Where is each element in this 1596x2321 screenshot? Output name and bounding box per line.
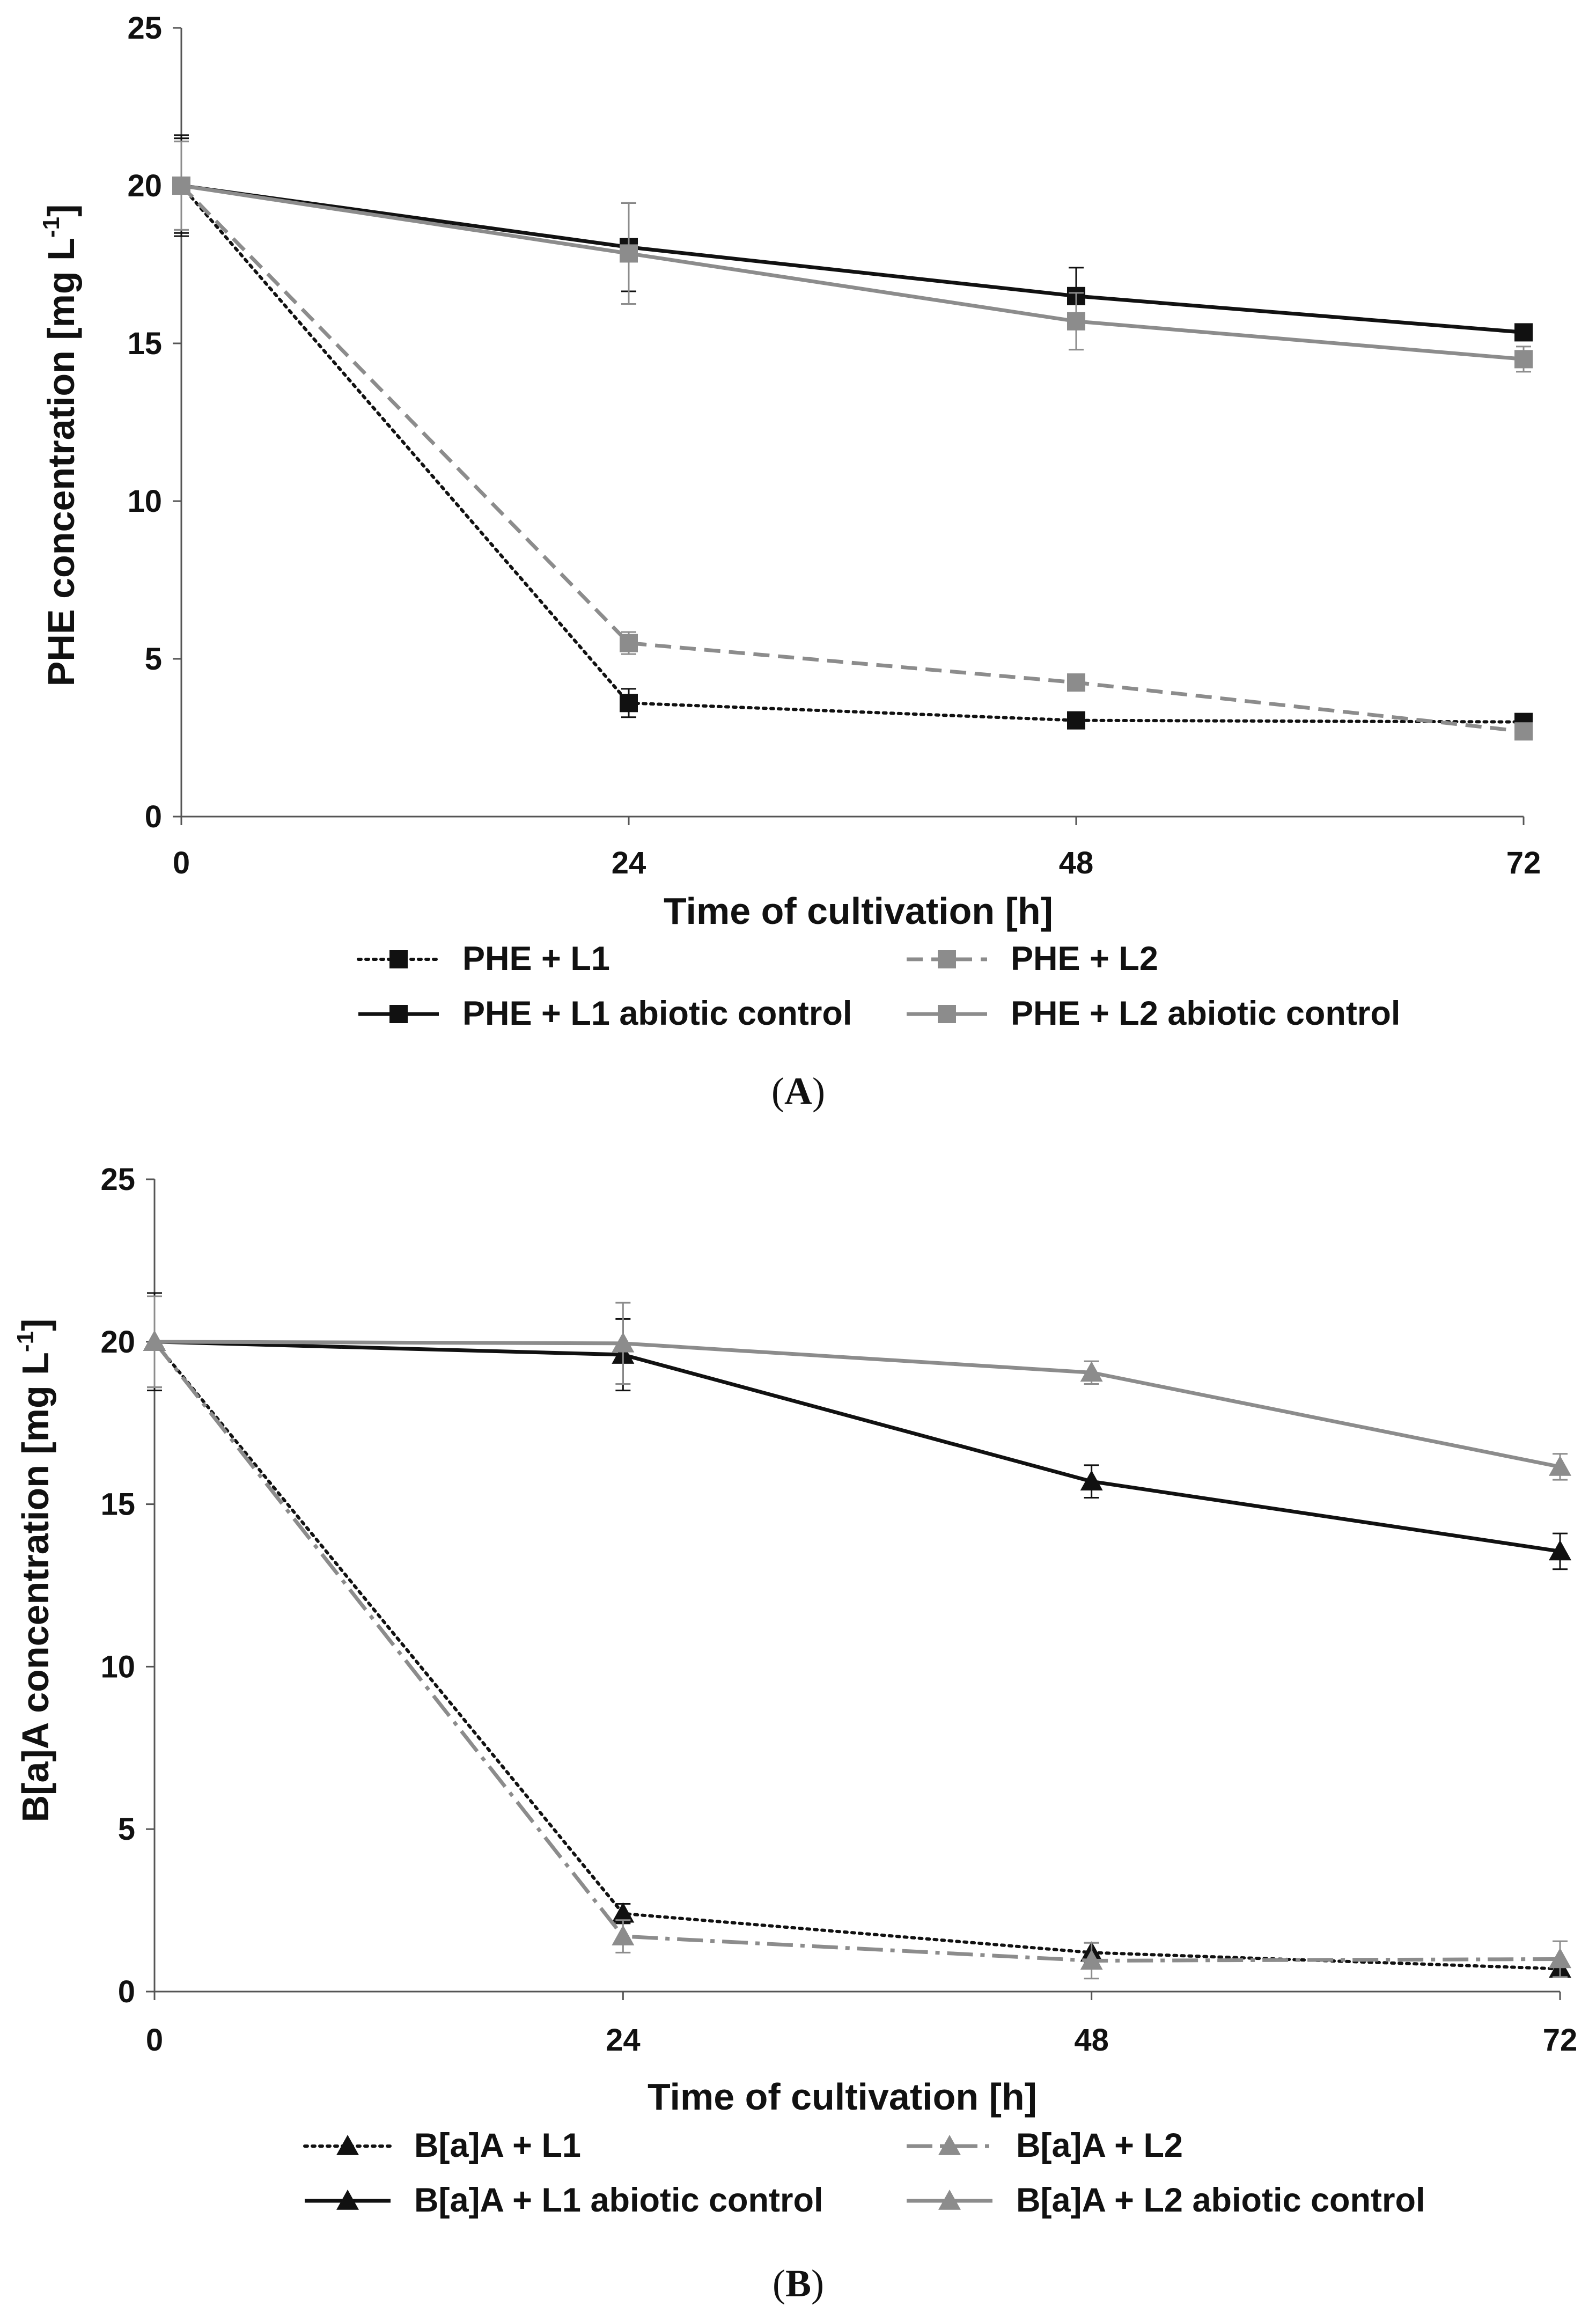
- chart-a-data-point: [1067, 673, 1085, 692]
- chart-a-legend-label: PHE + L1 abiotic control: [462, 995, 852, 1032]
- chart-b-series-4: [143, 1295, 1571, 1481]
- chart-b-data-point: [143, 1330, 166, 1351]
- chart-a-legend: PHE + L1 PHE + L2 PHE + L1 abiotic control…: [357, 940, 1400, 1032]
- chart-b-legend-marker: [938, 2190, 961, 2210]
- chart-a-series-3-line: [181, 183, 1524, 334]
- chart-a-x-tick-label: 48: [1059, 846, 1094, 880]
- chart-b-legend-marker: [336, 2190, 359, 2210]
- chart-panel-b: B[a]A concentration [mg L-1] Time of cul…: [12, 1162, 1577, 2305]
- chart-a-legend-label: PHE + L2 abiotic control: [1011, 995, 1400, 1032]
- chart-b-y-tick-label: 25: [100, 1162, 135, 1197]
- chart-a-legend-item: PHE + L1: [357, 940, 610, 978]
- chart-a-ylabel: PHE concentration [mg L-1]: [38, 204, 82, 687]
- chart-a-y-tick-label: 10: [127, 484, 162, 519]
- chart-a-legend-marker: [389, 950, 408, 968]
- panel-b-caption: (B): [773, 2262, 824, 2305]
- chart-a-legend-item: PHE + L2 abiotic control: [907, 995, 1400, 1032]
- panel-a-caption: (A): [771, 1070, 825, 1113]
- chart-a-x-tick-label: 24: [612, 846, 646, 880]
- chart-a-legend-label: PHE + L2: [1011, 940, 1158, 978]
- chart-b-series-2-line: [153, 1340, 1561, 1963]
- chart-a-data-point: [1067, 312, 1085, 330]
- chart-b-legend-label: B[a]A + L2: [1016, 2127, 1183, 2164]
- chart-a-series-4-line: [181, 183, 1524, 361]
- chart-a-legend-marker: [938, 1005, 956, 1023]
- chart-a-legend-marker: [389, 1005, 408, 1023]
- chart-a-data-point: [620, 244, 638, 263]
- chart-a-y-tick-label: 15: [127, 326, 162, 361]
- chart-b-data-point: [612, 1902, 635, 1923]
- chart-b-y-tick-label: 15: [100, 1487, 135, 1522]
- chart-a-y-tick-label: 5: [145, 642, 162, 677]
- chart-a-y-tick-label: 20: [127, 168, 162, 203]
- chart-a-series-2: [172, 141, 1533, 741]
- chart-a-legend-label: PHE + L1: [462, 940, 610, 978]
- chart-b-legend-marker: [938, 2135, 961, 2155]
- chart-a-data-point: [620, 634, 638, 652]
- chart-b-legend-item: B[a]A + L2 abiotic control: [907, 2182, 1425, 2219]
- chart-b-data-point: [612, 1332, 635, 1353]
- chart-a-x-tick-label: 72: [1506, 846, 1541, 880]
- chart-a-x-tick-label: 0: [173, 846, 190, 880]
- chart-b-data-point: [1080, 1470, 1103, 1491]
- chart-b-data-point: [1080, 1949, 1103, 1970]
- chart-b-legend-item: B[a]A + L1: [303, 2127, 581, 2164]
- chart-a-data-point: [1514, 722, 1533, 741]
- chart-a-xlabel: Time of cultivation [h]: [664, 890, 1053, 932]
- chart-a-legend-item: PHE + L2: [907, 940, 1158, 978]
- chart-a-series-2-line: [180, 184, 1524, 733]
- chart-a-series-4: [172, 141, 1533, 373]
- chart-b-y-tick-label: 20: [100, 1325, 135, 1360]
- chart-b-data-point: [1080, 1361, 1103, 1382]
- chart-b-data-point: [1549, 1948, 1571, 1969]
- chart-a-data-point: [1514, 350, 1533, 369]
- chart-b-data-point: [1549, 1455, 1571, 1476]
- chart-a-data-point: [172, 177, 190, 195]
- chart-b-legend-item: B[a]A + L2: [907, 2127, 1183, 2164]
- chart-panel-a: PHE concentration [mg L-1] Time of culti…: [38, 11, 1541, 1113]
- chart-b-y-tick-label: 5: [118, 1812, 135, 1847]
- chart-b-legend-label: B[a]A + L1 abiotic control: [414, 2182, 823, 2219]
- chart-b-series-3-line: [154, 1340, 1561, 1553]
- chart-b-data-point: [612, 1925, 635, 1945]
- chart-b-legend-item: B[a]A + L1 abiotic control: [305, 2182, 823, 2219]
- chart-a-series-1-line: [180, 184, 1525, 724]
- chart-b-xlabel: Time of cultivation [h]: [648, 2076, 1037, 2118]
- chart-a-data-point: [1067, 711, 1085, 730]
- chart-b-y-tick-label: 10: [100, 1649, 135, 1684]
- chart-b-x-tick-label: 72: [1543, 2023, 1578, 2058]
- chart-a-data-point: [620, 694, 638, 713]
- chart-b-legend-label: B[a]A + L2 abiotic control: [1016, 2182, 1425, 2219]
- chart-b-data-point: [1549, 1540, 1571, 1561]
- chart-b-y-tick-label: 0: [118, 1974, 135, 2009]
- chart-b-x-tick-label: 0: [146, 2023, 163, 2058]
- chart-b-x-tick-label: 24: [606, 2023, 641, 2058]
- chart-a-y-tick-label: 25: [127, 11, 162, 46]
- chart-a-y-tick-label: 0: [145, 799, 162, 834]
- chart-b-series-4-line: [154, 1340, 1561, 1469]
- chart-a-data-point: [1514, 323, 1533, 342]
- chart-b-legend-marker: [336, 2135, 359, 2155]
- chart-b-series-2: [143, 1295, 1571, 1980]
- chart-b-legend: B[a]A + L1 B[a]A + L2 B[a]A + L1 abiotic c…: [303, 2127, 1425, 2219]
- chart-b-legend-label: B[a]A + L1: [414, 2127, 581, 2164]
- chart-b-x-tick-label: 48: [1074, 2023, 1109, 2058]
- chart-b-ylabel: B[a]A concentration [mg L-1]: [12, 1319, 56, 1823]
- chart-a-legend-marker: [938, 950, 956, 968]
- chart-a-legend-item: PHE + L1 abiotic control: [358, 995, 852, 1032]
